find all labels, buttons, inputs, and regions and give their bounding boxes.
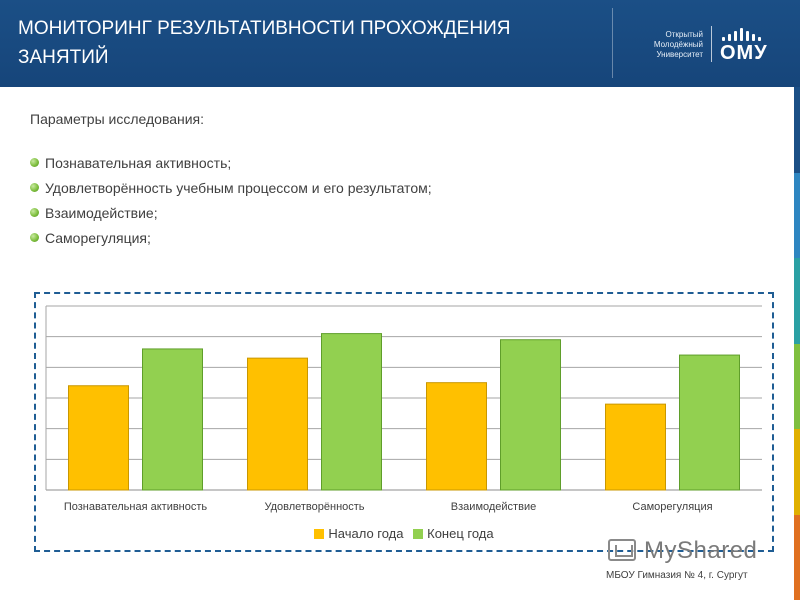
- bar-start-1: [247, 357, 308, 491]
- logo-line: Открытый: [665, 30, 703, 39]
- list-item-text: Взаимодействие;: [45, 205, 158, 221]
- logo-line: Университет: [656, 50, 703, 59]
- chart-frame: Познавательная активность Удовлетворённос…: [34, 292, 774, 552]
- bullet-icon: [30, 233, 39, 242]
- footer-text: МБОУ Гимназия № 4, г. Сургут: [606, 570, 748, 581]
- legend-swatch-start: [314, 528, 325, 539]
- list-item: Саморегуляция;: [30, 228, 432, 253]
- side-color-stripe: [794, 87, 800, 600]
- watermark-text: MyShared: [644, 537, 758, 564]
- x-tick-label: Саморегуляция: [632, 501, 712, 513]
- legend-label-end: Конец года: [427, 526, 494, 541]
- presentation-icon: [608, 539, 636, 561]
- bar-end-2: [500, 339, 561, 491]
- watermark: MyShared: [608, 537, 768, 564]
- list-item-text: Познавательная активность;: [45, 155, 232, 171]
- bar-start-0: [68, 385, 129, 491]
- chart-legend: Начало года Конец года: [36, 526, 772, 542]
- bullet-icon: [30, 208, 39, 217]
- bullet-icon: [30, 158, 39, 167]
- legend-item-start: Начало года: [314, 526, 404, 541]
- bar-end-3: [679, 354, 740, 491]
- x-tick-label: Взаимодействие: [451, 501, 536, 513]
- logo-line: Молодёжный: [653, 40, 703, 49]
- x-tick-label: Удовлетворённость: [264, 501, 364, 513]
- list-item: Познавательная активность;: [30, 153, 432, 178]
- slide-title: МОНИТОРИНГ РЕЗУЛЬТАТИВНОСТИ ПРОХОЖДЕНИЯ …: [18, 18, 511, 68]
- list-item-text: Саморегуляция;: [45, 230, 151, 246]
- logo-bars-icon: [722, 28, 772, 41]
- list-item: Взаимодействие;: [30, 203, 432, 228]
- legend-swatch-end: [413, 528, 424, 539]
- bar-chart: Познавательная активность Удовлетворённос…: [45, 305, 762, 513]
- bar-end-1: [321, 333, 382, 491]
- bar-start-2: [426, 382, 487, 491]
- bullet-icon: [30, 183, 39, 192]
- list-item: Удовлетворённость учебным процессом и ег…: [30, 178, 432, 203]
- logo-abbreviation: ОМУ: [720, 42, 768, 64]
- parameters-list: Познавательная активность; Удовлетворённ…: [30, 153, 432, 253]
- legend-item-end: Конец года: [413, 526, 494, 541]
- slide-header: МОНИТОРИНГ РЕЗУЛЬТАТИВНОСТИ ПРОХОЖДЕНИЯ …: [0, 0, 800, 87]
- logo-separator: [711, 26, 712, 62]
- bar-end-0: [142, 348, 203, 491]
- university-logo-text: Открытый Молодёжный Университет: [635, 30, 703, 60]
- header-divider: [612, 8, 613, 78]
- bar-start-3: [605, 403, 666, 491]
- list-item-text: Удовлетворённость учебным процессом и ег…: [45, 180, 432, 196]
- legend-label-start: Начало года: [328, 526, 404, 541]
- x-tick-label: Познавательная активность: [64, 501, 208, 513]
- parameters-heading: Параметры исследования:: [30, 111, 205, 127]
